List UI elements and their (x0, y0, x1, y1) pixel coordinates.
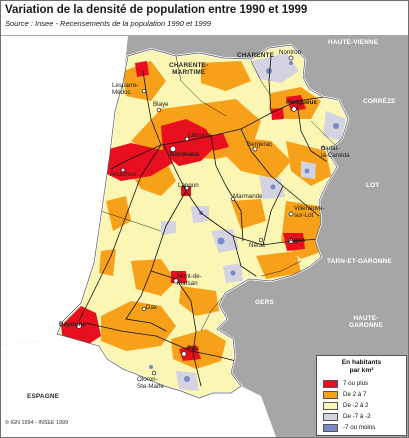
city-label-marmande: Marmande (233, 193, 263, 200)
legend-item-2: De 2 à 7 (323, 391, 405, 399)
city-label-sarlat: Sarlat- la-Canéda (321, 145, 350, 159)
city-label-langon: Langon (178, 182, 199, 189)
legend-swatch-1 (323, 380, 338, 388)
region-label-correze: CORRÈZE (363, 98, 396, 105)
legend-label-1: 7 ou plus (343, 380, 369, 387)
city-label-nerac: Nérac (249, 242, 266, 249)
city-markers (76, 55, 326, 376)
copyright: © IGN 1994 - INSEE 1999 (5, 420, 69, 426)
region-label-espagne: ESPAGNE (27, 393, 60, 400)
city-label-lesparre: Lesparre- Médoc (112, 82, 139, 96)
region-label-charente-maritime: CHARENTE- MARITIME (169, 62, 209, 76)
city-label-pau: Pau (187, 345, 199, 352)
city-label-bergerac: Bergerac (247, 141, 273, 148)
region-label-hautes-pyrenees: HAUTES- PYRÉNÉES (219, 397, 256, 411)
city-label-arcachon: Arcachon (110, 171, 137, 178)
legend: En habitants par km² 7 ou plus De 2 à 7 … (316, 355, 407, 436)
city-label-bayonne: Bayonne (59, 321, 86, 328)
legend-item-3: De -2 à 2 (323, 402, 405, 410)
city-label-perigueux: Périgueux (286, 99, 317, 106)
city-label-mont-de-marsan: Mont-de- Marsan (177, 273, 202, 287)
spain-area (1, 334, 276, 437)
region-label-lot: LOT (366, 182, 380, 189)
legend-label-5: -7 ou moins (343, 424, 376, 431)
legend-swatch-3 (323, 402, 338, 410)
legend-item-5: -7 ou moins (323, 424, 405, 432)
header-band (1, 1, 408, 35)
region-label-gers: GERS (255, 299, 274, 306)
city-label-oloron: Oloron- Ste-Marie (137, 376, 164, 390)
city-label-dax: Dax (146, 304, 158, 311)
city-label-bordeaux: Bordeaux (170, 151, 200, 158)
city-label-agen: Agen (289, 237, 305, 244)
region-label-haute-vienne: HAUTE-VIENNE (328, 39, 379, 46)
legend-swatch-2 (323, 391, 338, 399)
map-source: Source : Insee - Recensements de la popu… (5, 19, 211, 28)
legend-item-1: 7 ou plus (323, 380, 405, 388)
legend-item-4: De -7 à -2 (323, 413, 405, 421)
city-label-nontron: Nontron (279, 49, 302, 56)
road-network (78, 55, 332, 387)
density-patches (61, 53, 346, 391)
city-label-blaye: Blaye (153, 101, 169, 108)
region-label-haute-garonne: HAUTE- GARONNE (349, 315, 384, 329)
legend-swatch-4 (323, 413, 338, 421)
city-label-libourne: Libourne (188, 132, 213, 139)
map-title: Variation de la densité de population en… (5, 4, 308, 16)
atlantic-ocean (1, 36, 128, 345)
legend-label-4: De -7 à -2 (343, 413, 371, 420)
region-label-tarn-et-garonne: TARN-ET-GARONNE (327, 258, 393, 265)
city-label-villeneuve: Villeneuve- sur-Lot (294, 205, 325, 219)
legend-label-3: De -2 à 2 (343, 402, 369, 409)
legend-label-2: De 2 à 7 (343, 391, 367, 398)
legend-title: En habitants par km² (341, 359, 382, 374)
legend-swatch-5 (323, 424, 338, 432)
region-label-charente: CHARENTE (237, 52, 275, 59)
